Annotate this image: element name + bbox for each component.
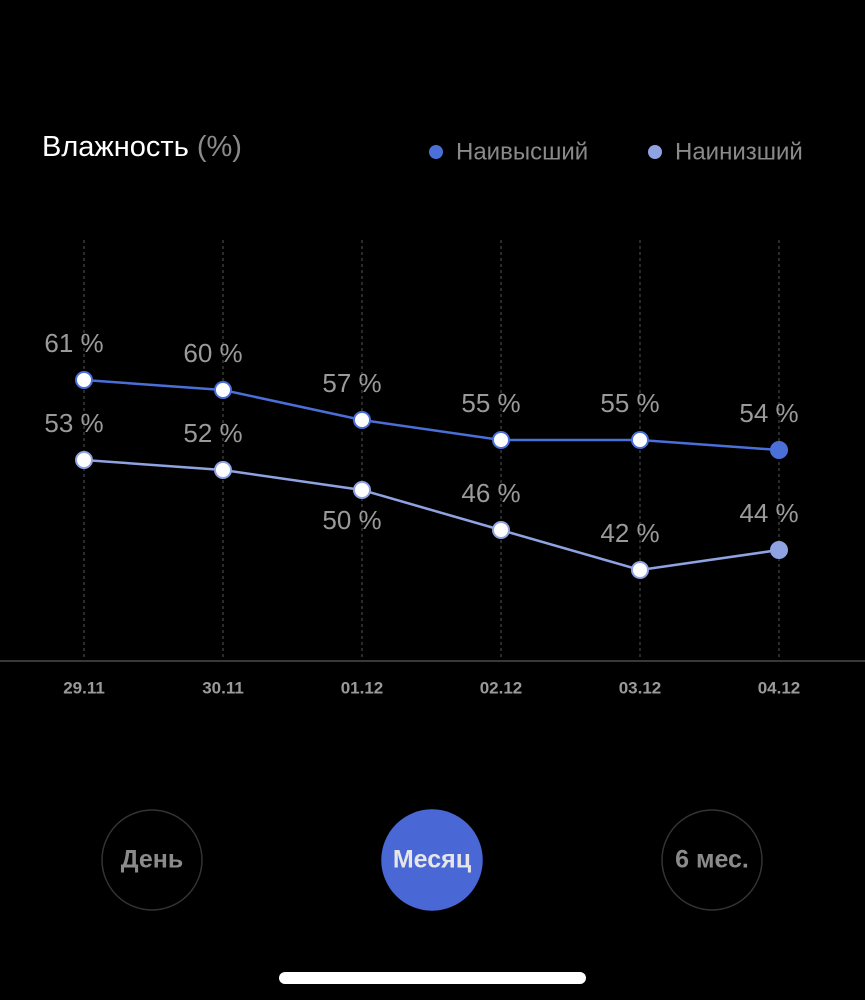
legend-dot [648,145,662,159]
period-button[interactable]: Месяц [381,809,483,911]
title-unit: (%) [197,131,242,163]
data-point [214,381,232,399]
legend-label: Наивысший [456,138,588,165]
chart-title: Влажность (%) [42,131,242,163]
data-point [492,521,510,539]
legend-label: Наинизший [675,138,803,165]
period-button[interactable]: День [101,809,203,911]
data-point [75,371,93,389]
series-line [83,378,780,452]
button-label: Месяц [393,846,472,874]
data-point [770,441,788,459]
data-label: 57 % [322,368,381,398]
data-point [631,561,649,579]
x-tick-label: 04.12 [758,678,801,697]
x-tick-label: 29.11 [63,678,105,697]
data-label: 42 % [600,518,659,548]
data-point [75,451,93,469]
button-circle [661,809,763,911]
button-label: 6 мес. [675,846,749,874]
period-button[interactable]: 6 мес. [661,809,763,911]
data-label: 44 % [739,498,798,528]
home-indicator [279,972,586,984]
data-point [353,481,371,499]
button-label: День [121,846,184,874]
data-point [492,431,510,449]
series-line [83,458,780,572]
data-label: 46 % [461,478,520,508]
data-point [631,431,649,449]
data-label: 55 % [461,388,520,418]
data-label: 53 % [44,408,103,438]
title-text: Влажность [42,131,189,163]
x-tick-label: 01.12 [341,678,384,697]
data-point [770,541,788,559]
legend-dot [429,145,443,159]
button-circle [101,809,203,911]
data-label: 52 % [183,418,242,448]
data-label: 60 % [183,338,242,368]
data-label: 55 % [600,388,659,418]
x-tick-label: 30.11 [202,678,244,697]
x-tick-label: 02.12 [480,678,523,697]
data-point [214,461,232,479]
data-point [353,411,371,429]
button-circle [381,809,483,911]
data-label: 61 % [44,328,103,358]
data-label: 54 % [739,398,798,428]
data-label: 50 % [322,505,381,535]
x-tick-label: 03.12 [619,678,662,697]
